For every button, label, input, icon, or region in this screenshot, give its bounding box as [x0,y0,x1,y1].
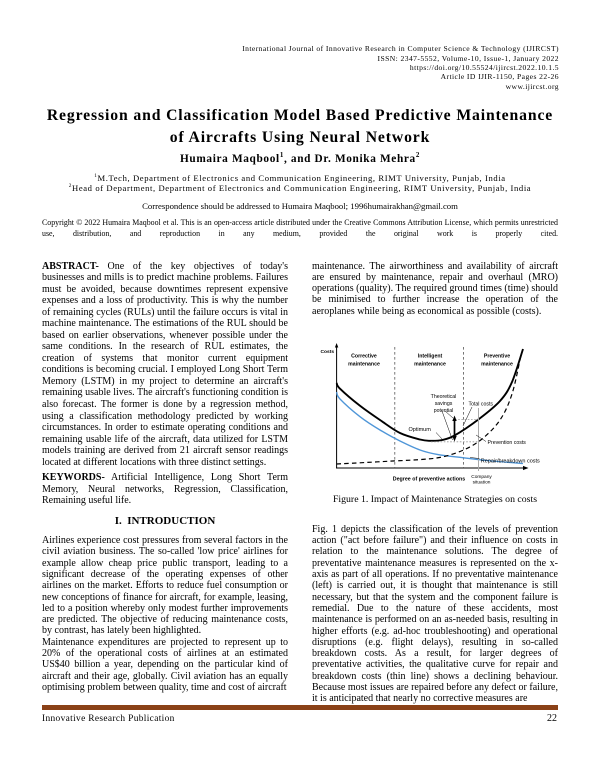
svg-text:Repair/breakdown costs: Repair/breakdown costs [481,458,540,464]
svg-text:Corrective: Corrective [351,354,377,360]
svg-text:situation: situation [473,479,491,485]
svg-text:maintenance: maintenance [348,361,380,367]
svg-text:maintenance: maintenance [414,361,446,367]
svg-text:Costs: Costs [321,349,335,355]
svg-text:Company: Company [471,474,492,480]
svg-text:savings: savings [435,401,453,407]
svg-text:maintenance: maintenance [481,361,513,367]
svg-text:Intelligent: Intelligent [418,354,443,360]
svg-text:potential: potential [434,408,454,414]
svg-text:Preventive: Preventive [484,354,510,360]
svg-text:Total costs: Total costs [469,402,494,408]
svg-text:Degree of preventive actions: Degree of preventive actions [393,476,465,482]
svg-text:Theoretical: Theoretical [431,394,457,400]
svg-text:Optimum: Optimum [409,427,432,433]
svg-text:Prevention costs: Prevention costs [488,440,527,446]
